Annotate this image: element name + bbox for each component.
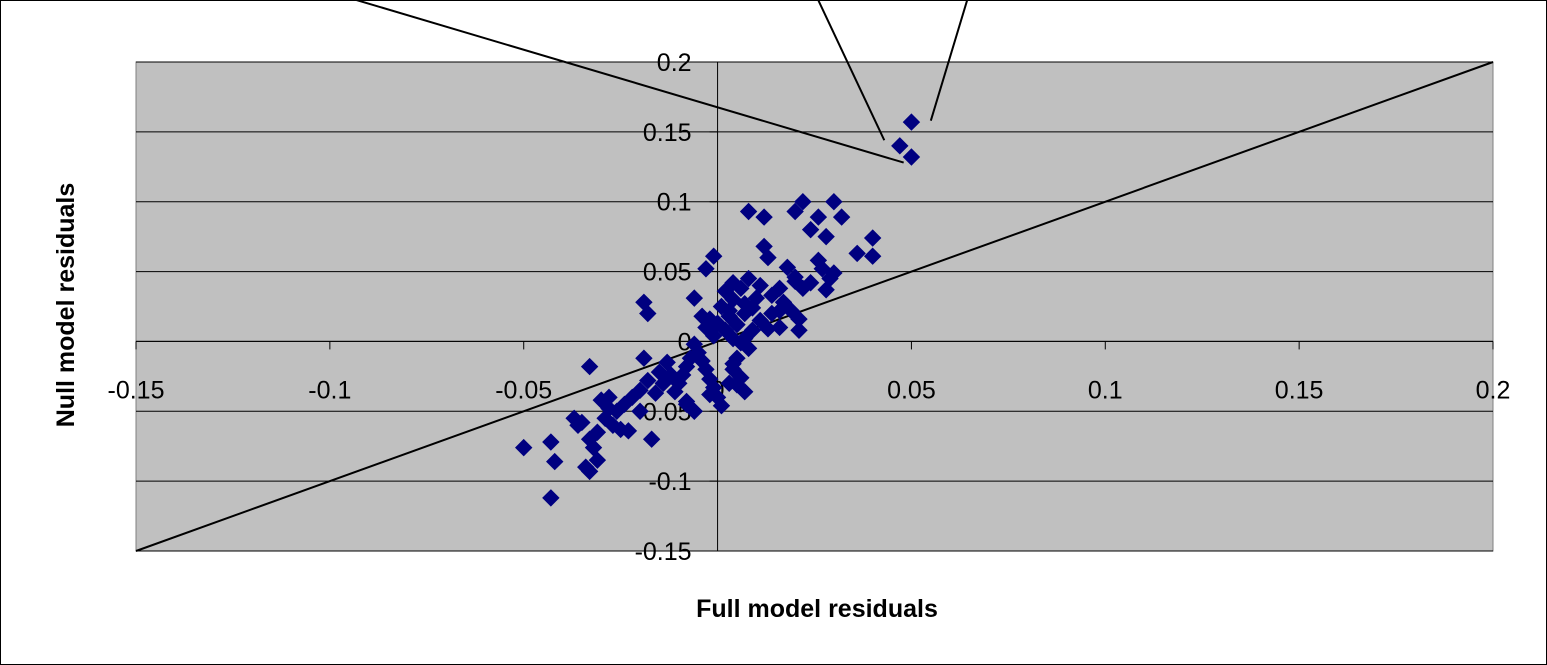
x-tick-label: -0.05: [495, 376, 552, 404]
x-tick-label: 0.1: [1088, 376, 1123, 404]
x-tick-label: -0.15: [108, 376, 165, 404]
y-tick-label: 0.1: [657, 189, 692, 217]
x-tick-label: 0.05: [887, 376, 936, 404]
y-tick-label: 0.2: [657, 49, 692, 77]
y-tick-label: 0.15: [643, 119, 692, 147]
x-tick-label: 0.15: [1275, 376, 1324, 404]
x-axis-title: Full model residuals: [696, 595, 938, 623]
x-tick-label: 0.2: [1476, 376, 1511, 404]
y-tick-label: -0.1: [648, 468, 691, 496]
y-tick-label: -0.15: [635, 538, 692, 566]
y-tick-label: 0.05: [643, 259, 692, 287]
y-axis-title: Null model residuals: [52, 183, 80, 428]
x-tick-label: -0.1: [308, 376, 351, 404]
